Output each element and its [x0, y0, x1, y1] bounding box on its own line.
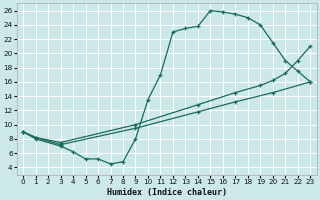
- X-axis label: Humidex (Indice chaleur): Humidex (Indice chaleur): [107, 188, 227, 197]
